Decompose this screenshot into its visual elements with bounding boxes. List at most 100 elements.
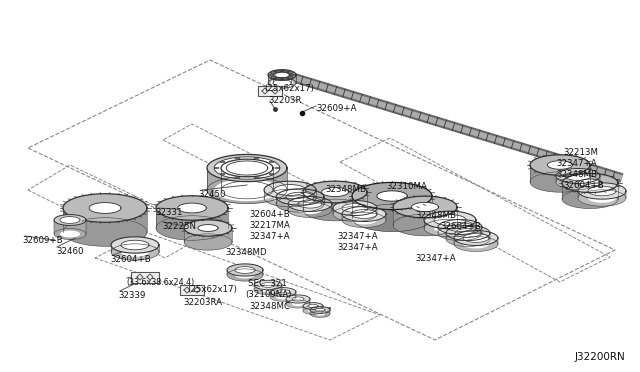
Polygon shape	[286, 199, 314, 209]
Polygon shape	[315, 308, 325, 312]
Polygon shape	[235, 267, 255, 273]
Text: 32460: 32460	[56, 247, 83, 256]
Polygon shape	[463, 240, 489, 248]
Polygon shape	[254, 280, 282, 290]
Text: 32339: 32339	[118, 291, 145, 300]
Polygon shape	[271, 78, 294, 87]
Ellipse shape	[269, 74, 274, 76]
Polygon shape	[198, 225, 218, 231]
Polygon shape	[556, 169, 600, 182]
Polygon shape	[393, 196, 457, 218]
Polygon shape	[565, 171, 591, 180]
Text: 32347+A: 32347+A	[415, 254, 456, 263]
Ellipse shape	[288, 77, 293, 78]
Polygon shape	[63, 218, 147, 246]
FancyBboxPatch shape	[258, 86, 282, 96]
Polygon shape	[184, 220, 232, 242]
Polygon shape	[184, 220, 232, 236]
Polygon shape	[556, 169, 600, 183]
Polygon shape	[292, 297, 304, 301]
Polygon shape	[342, 206, 386, 220]
Polygon shape	[321, 187, 348, 196]
Polygon shape	[286, 192, 314, 202]
Polygon shape	[227, 269, 263, 281]
Polygon shape	[288, 196, 332, 211]
Polygon shape	[60, 217, 80, 224]
Ellipse shape	[288, 72, 293, 73]
Polygon shape	[63, 194, 147, 222]
FancyBboxPatch shape	[131, 272, 159, 282]
Polygon shape	[121, 247, 149, 257]
Ellipse shape	[220, 161, 225, 163]
Polygon shape	[270, 288, 296, 297]
Polygon shape	[275, 72, 289, 78]
Polygon shape	[352, 182, 432, 218]
Ellipse shape	[254, 157, 259, 159]
Polygon shape	[156, 196, 228, 220]
Polygon shape	[226, 183, 268, 197]
Polygon shape	[274, 193, 306, 203]
Polygon shape	[303, 181, 367, 210]
Polygon shape	[588, 186, 616, 196]
Polygon shape	[54, 228, 86, 240]
Polygon shape	[303, 199, 367, 221]
Polygon shape	[463, 234, 489, 243]
Polygon shape	[270, 293, 296, 301]
Polygon shape	[286, 295, 310, 303]
Polygon shape	[333, 201, 377, 215]
Polygon shape	[292, 302, 304, 306]
Polygon shape	[308, 304, 318, 308]
Polygon shape	[530, 155, 590, 182]
Polygon shape	[424, 211, 476, 229]
Polygon shape	[530, 155, 590, 175]
Polygon shape	[254, 280, 282, 290]
Polygon shape	[303, 302, 323, 310]
Polygon shape	[454, 231, 498, 244]
Polygon shape	[547, 161, 573, 169]
Polygon shape	[438, 225, 482, 240]
Text: 32347+A: 32347+A	[249, 232, 290, 241]
Text: 32604+B: 32604+B	[563, 181, 604, 190]
Polygon shape	[54, 215, 86, 234]
Polygon shape	[446, 231, 490, 247]
Ellipse shape	[235, 157, 240, 159]
Polygon shape	[261, 283, 275, 288]
Polygon shape	[333, 206, 377, 221]
Text: 32604+B: 32604+B	[440, 222, 481, 231]
Polygon shape	[207, 154, 287, 190]
Polygon shape	[446, 225, 490, 239]
Polygon shape	[111, 244, 159, 260]
Polygon shape	[556, 174, 600, 189]
Polygon shape	[446, 225, 490, 240]
Polygon shape	[455, 235, 481, 243]
Polygon shape	[454, 231, 498, 246]
Text: 32217MA: 32217MA	[249, 221, 290, 230]
Polygon shape	[178, 203, 206, 213]
Polygon shape	[455, 228, 481, 237]
Polygon shape	[342, 206, 386, 221]
Polygon shape	[121, 240, 149, 250]
Polygon shape	[393, 196, 457, 225]
Polygon shape	[377, 191, 407, 201]
Text: (25x62x17): (25x62x17)	[187, 285, 237, 294]
Polygon shape	[424, 219, 476, 237]
Polygon shape	[310, 307, 330, 313]
Polygon shape	[276, 196, 324, 212]
Text: (25x62x17): (25x62x17)	[264, 84, 314, 93]
Text: 32348MB: 32348MB	[415, 211, 456, 220]
Polygon shape	[578, 190, 626, 206]
Text: 32348MB: 32348MB	[325, 185, 366, 194]
Polygon shape	[351, 209, 377, 218]
Ellipse shape	[276, 70, 281, 72]
Text: 32347+A: 32347+A	[337, 232, 378, 241]
Polygon shape	[276, 189, 324, 205]
Polygon shape	[54, 215, 86, 225]
Text: 32609+A: 32609+A	[316, 104, 356, 113]
Polygon shape	[60, 231, 80, 237]
Ellipse shape	[214, 167, 219, 169]
Polygon shape	[276, 290, 290, 294]
Polygon shape	[438, 219, 482, 233]
Polygon shape	[286, 300, 310, 308]
Polygon shape	[352, 204, 432, 232]
Ellipse shape	[271, 72, 276, 73]
